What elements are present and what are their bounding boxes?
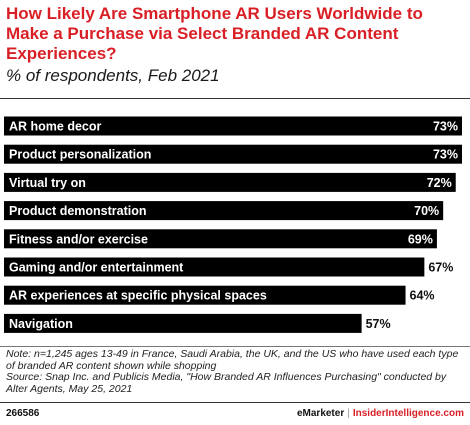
bar-value-label: 67% [428,261,453,275]
bar-value-label: 57% [366,317,391,331]
bar [4,257,425,277]
bar-chart: AR home decor 73% Product personalization 7… [4,116,462,333]
bar-row: Virtual try on 72% [4,172,456,192]
bar-row: Product demonstration 70% [4,201,444,221]
note-text: Note: n=1,245 ages 13-49 in France, Saud… [6,348,459,372]
bar-category-label: Gaming and/or entertainment [9,261,184,275]
bar-row: Fitness and/or exercise 69% [4,229,437,249]
bar [4,172,456,192]
top-rule [0,98,470,99]
note-divider [0,346,470,347]
bar-category-label: Product demonstration [9,204,147,218]
bar-value-label: 64% [410,289,435,303]
chart-subtitle: % of respondents, Feb 2021 [6,66,220,85]
bar-category-label: Fitness and/or exercise [9,232,148,246]
brand-insider-intelligence: InsiderIntelligence.com [352,408,464,419]
bar-row: Navigation 57% [4,313,391,333]
bar-category-label: Navigation [9,317,73,331]
bar [4,229,437,249]
bar-row: AR experiences at specific physical spac… [4,285,435,305]
bar-value-label: 70% [414,204,439,218]
bar-category-label: AR home decor [9,120,102,134]
bottom-rule [0,402,470,403]
bar [4,116,462,136]
bar-row: Gaming and/or entertainment 67% [4,257,453,277]
bar [4,144,462,164]
brand-emarketer: eMarketer [296,408,345,419]
chart-notes: Note: n=1,245 ages 13-49 in France, Saud… [6,348,466,395]
chart-title: How Likely Are Smartphone AR Users World… [6,4,423,63]
brand-separator: | [347,408,350,419]
bar-value-label: 69% [408,232,433,246]
source-text: Source: Snap Inc. and Publicis Media, "H… [6,371,447,395]
bar [4,285,406,305]
bar-value-label: 72% [427,176,452,190]
bar-category-label: AR experiences at specific physical spac… [9,289,267,303]
bar-row: AR home decor 73% [4,116,462,136]
bar [4,201,444,221]
bar [4,313,362,333]
bar-value-label: 73% [433,120,458,134]
bar-row: Product personalization 73% [4,144,462,164]
bar-category-label: Product personalization [9,148,151,162]
brand-footer: eMarketer | InsiderIntelligence.com [297,408,464,419]
bar-category-label: Virtual try on [9,176,86,190]
chart-id: 266586 [6,408,40,419]
bar-value-label: 73% [433,148,458,162]
